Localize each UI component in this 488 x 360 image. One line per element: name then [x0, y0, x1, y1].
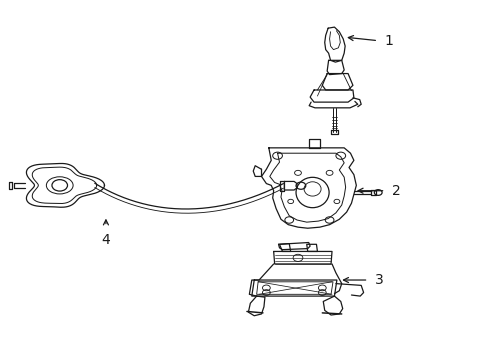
Text: 3: 3 [374, 273, 383, 287]
Text: 1: 1 [384, 34, 393, 48]
Text: 4: 4 [102, 233, 110, 247]
Text: 2: 2 [391, 184, 400, 198]
